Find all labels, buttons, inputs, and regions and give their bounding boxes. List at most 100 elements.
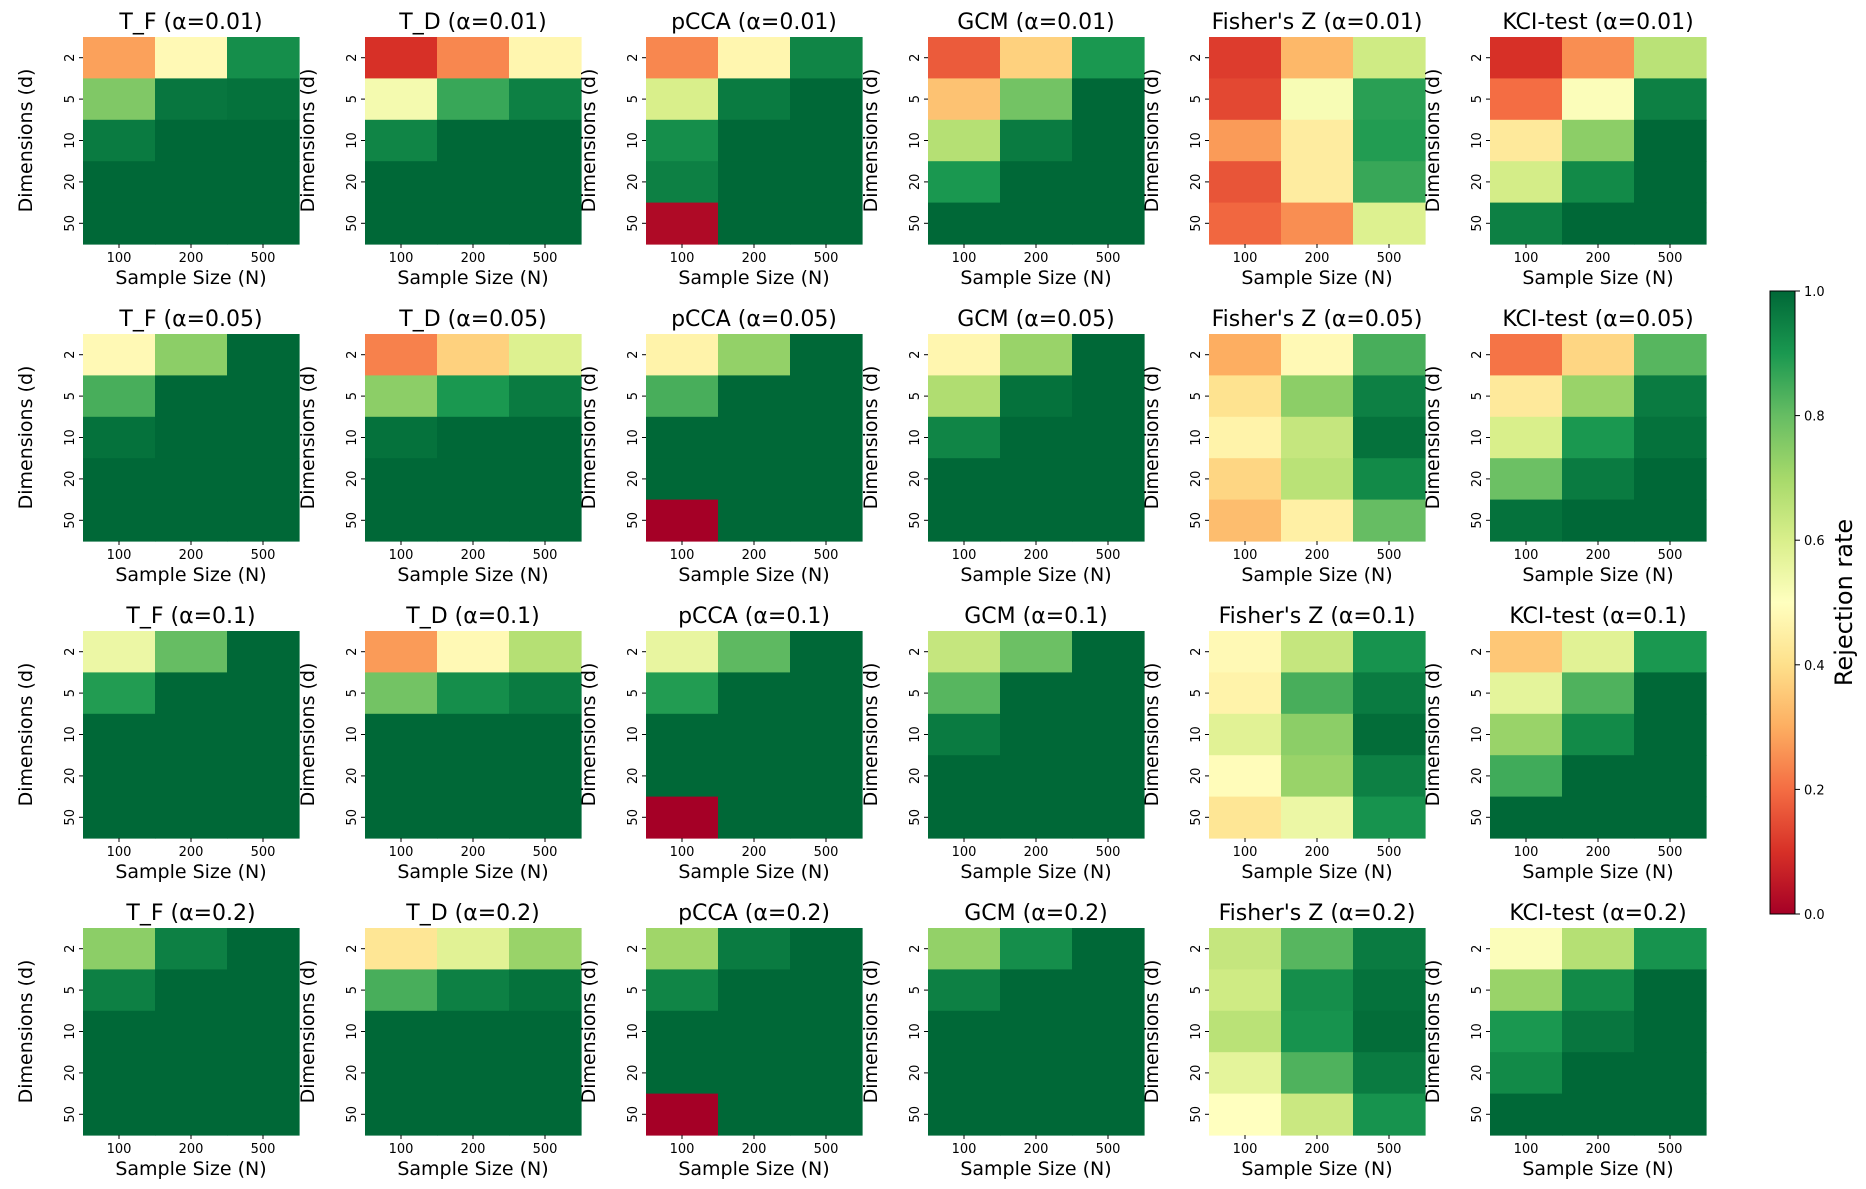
panel-title: pCCA (α=0.05) — [671, 307, 837, 332]
heatmap-cell — [1490, 37, 1563, 79]
heatmap-cell — [1562, 969, 1635, 1012]
heatmap-cell — [1209, 1052, 1282, 1095]
heatmap-cell — [83, 755, 156, 798]
heatmap-cell — [1634, 416, 1707, 459]
y-tick-label: 20 — [345, 768, 360, 785]
heatmap-cell — [1000, 499, 1073, 542]
y-tick-label: 20 — [63, 1065, 78, 1082]
x-tick-label: 100 — [1514, 1142, 1539, 1157]
heatmap-cell — [365, 161, 438, 204]
x-tick-label: 100 — [952, 548, 977, 563]
heatmap-cell — [718, 755, 791, 798]
heatmap-cell — [1353, 928, 1426, 970]
heatmap-cell — [509, 119, 582, 162]
heatmap-cell — [1562, 1052, 1635, 1095]
x-axis-label: Sample Size (N) — [397, 564, 548, 586]
heatmap-cell — [1490, 1093, 1563, 1136]
y-tick-label: 2 — [63, 648, 78, 656]
panel-title: Fisher's Z (α=0.05) — [1212, 307, 1423, 332]
y-tick-label: 10 — [908, 1023, 923, 1040]
heatmap-cell — [1562, 755, 1635, 798]
x-tick-label: 200 — [1024, 251, 1049, 266]
heatmap-cell — [155, 161, 228, 204]
heatmap-cell — [509, 631, 582, 673]
heatmap-cell — [790, 78, 863, 121]
heatmap-cell — [1281, 202, 1354, 245]
panel-title: Fisher's Z (α=0.1) — [1219, 604, 1416, 629]
heatmap-cell — [790, 202, 863, 245]
heatmap-cell — [1353, 375, 1426, 418]
x-tick-label: 200 — [461, 845, 486, 860]
heatmap-cell — [83, 202, 156, 245]
heatmap-cell — [365, 202, 438, 245]
heatmap-cell — [155, 631, 228, 673]
heatmap-cell — [437, 631, 510, 673]
heatmap-cell — [928, 161, 1001, 204]
heatmap-cell — [1562, 416, 1635, 459]
heatmap-cell — [227, 119, 300, 162]
heatmap-cell — [1634, 755, 1707, 798]
heatmap-cell — [1000, 969, 1073, 1012]
heatmap-cell — [227, 499, 300, 542]
heatmap-cell — [1634, 161, 1707, 204]
heatmap-cell — [1490, 499, 1563, 542]
heatmap-cell — [1209, 334, 1282, 376]
heatmap-cell — [437, 1093, 510, 1136]
heatmap-cell — [1000, 1052, 1073, 1095]
heatmap-cell — [646, 37, 719, 79]
heatmap-cell — [1490, 713, 1563, 756]
x-tick-label: 500 — [1377, 1142, 1402, 1157]
heatmap-cell — [1072, 458, 1145, 501]
heatmap-cell — [227, 161, 300, 204]
y-tick-label: 5 — [1189, 392, 1204, 400]
heatmap-cell — [1353, 458, 1426, 501]
heatmap-cell — [1281, 928, 1354, 970]
heatmap-cell — [155, 755, 228, 798]
y-tick-label: 20 — [1470, 471, 1485, 488]
y-tick-label: 50 — [626, 512, 641, 529]
y-tick-label: 2 — [908, 648, 923, 656]
heatmap-cell — [155, 37, 228, 79]
heatmap-cell — [509, 458, 582, 501]
heatmap-cell — [1353, 672, 1426, 715]
x-tick-label: 100 — [670, 251, 695, 266]
y-tick-label: 50 — [63, 809, 78, 826]
heatmap-cell — [1634, 202, 1707, 245]
y-tick-label: 50 — [345, 215, 360, 232]
heatmap-cell — [437, 499, 510, 542]
y-tick-label: 10 — [63, 132, 78, 149]
y-tick-label: 10 — [626, 429, 641, 446]
y-axis-label: Dimensions (d) — [1141, 960, 1163, 1104]
y-tick-label: 2 — [626, 945, 641, 953]
heatmap-cell — [1000, 1093, 1073, 1136]
y-axis-label: Dimensions (d) — [1141, 69, 1163, 213]
heatmap-cell — [1209, 928, 1282, 970]
y-tick-label: 5 — [1189, 95, 1204, 103]
y-tick-label: 2 — [1189, 648, 1204, 656]
heatmap-cell — [1072, 416, 1145, 459]
panel-title: T_D (α=0.1) — [405, 604, 539, 629]
x-tick-label: 500 — [1096, 548, 1121, 563]
heatmap-cell — [928, 672, 1001, 715]
x-tick-label: 500 — [1096, 251, 1121, 266]
heatmap-cell — [790, 1010, 863, 1053]
x-tick-label: 200 — [461, 548, 486, 563]
heatmap-cell — [1209, 416, 1282, 459]
x-tick-label: 100 — [389, 251, 414, 266]
heatmap-cell — [155, 1010, 228, 1053]
y-tick-label: 5 — [345, 95, 360, 103]
heatmap-cell — [509, 37, 582, 79]
heatmap-cell — [1000, 375, 1073, 418]
heatmap-cell — [718, 119, 791, 162]
heatmap-cell — [1353, 499, 1426, 542]
heatmap-cell — [1281, 1093, 1354, 1136]
heatmap-cell — [1353, 1010, 1426, 1053]
y-tick-label: 5 — [345, 986, 360, 994]
y-tick-label: 5 — [1470, 392, 1485, 400]
x-tick-label: 100 — [952, 1142, 977, 1157]
y-tick-label: 20 — [1189, 1065, 1204, 1082]
panel-title: pCCA (α=0.1) — [678, 604, 830, 629]
heatmap-cell — [1072, 1052, 1145, 1095]
y-tick-label: 50 — [626, 809, 641, 826]
heatmap-cell — [928, 499, 1001, 542]
